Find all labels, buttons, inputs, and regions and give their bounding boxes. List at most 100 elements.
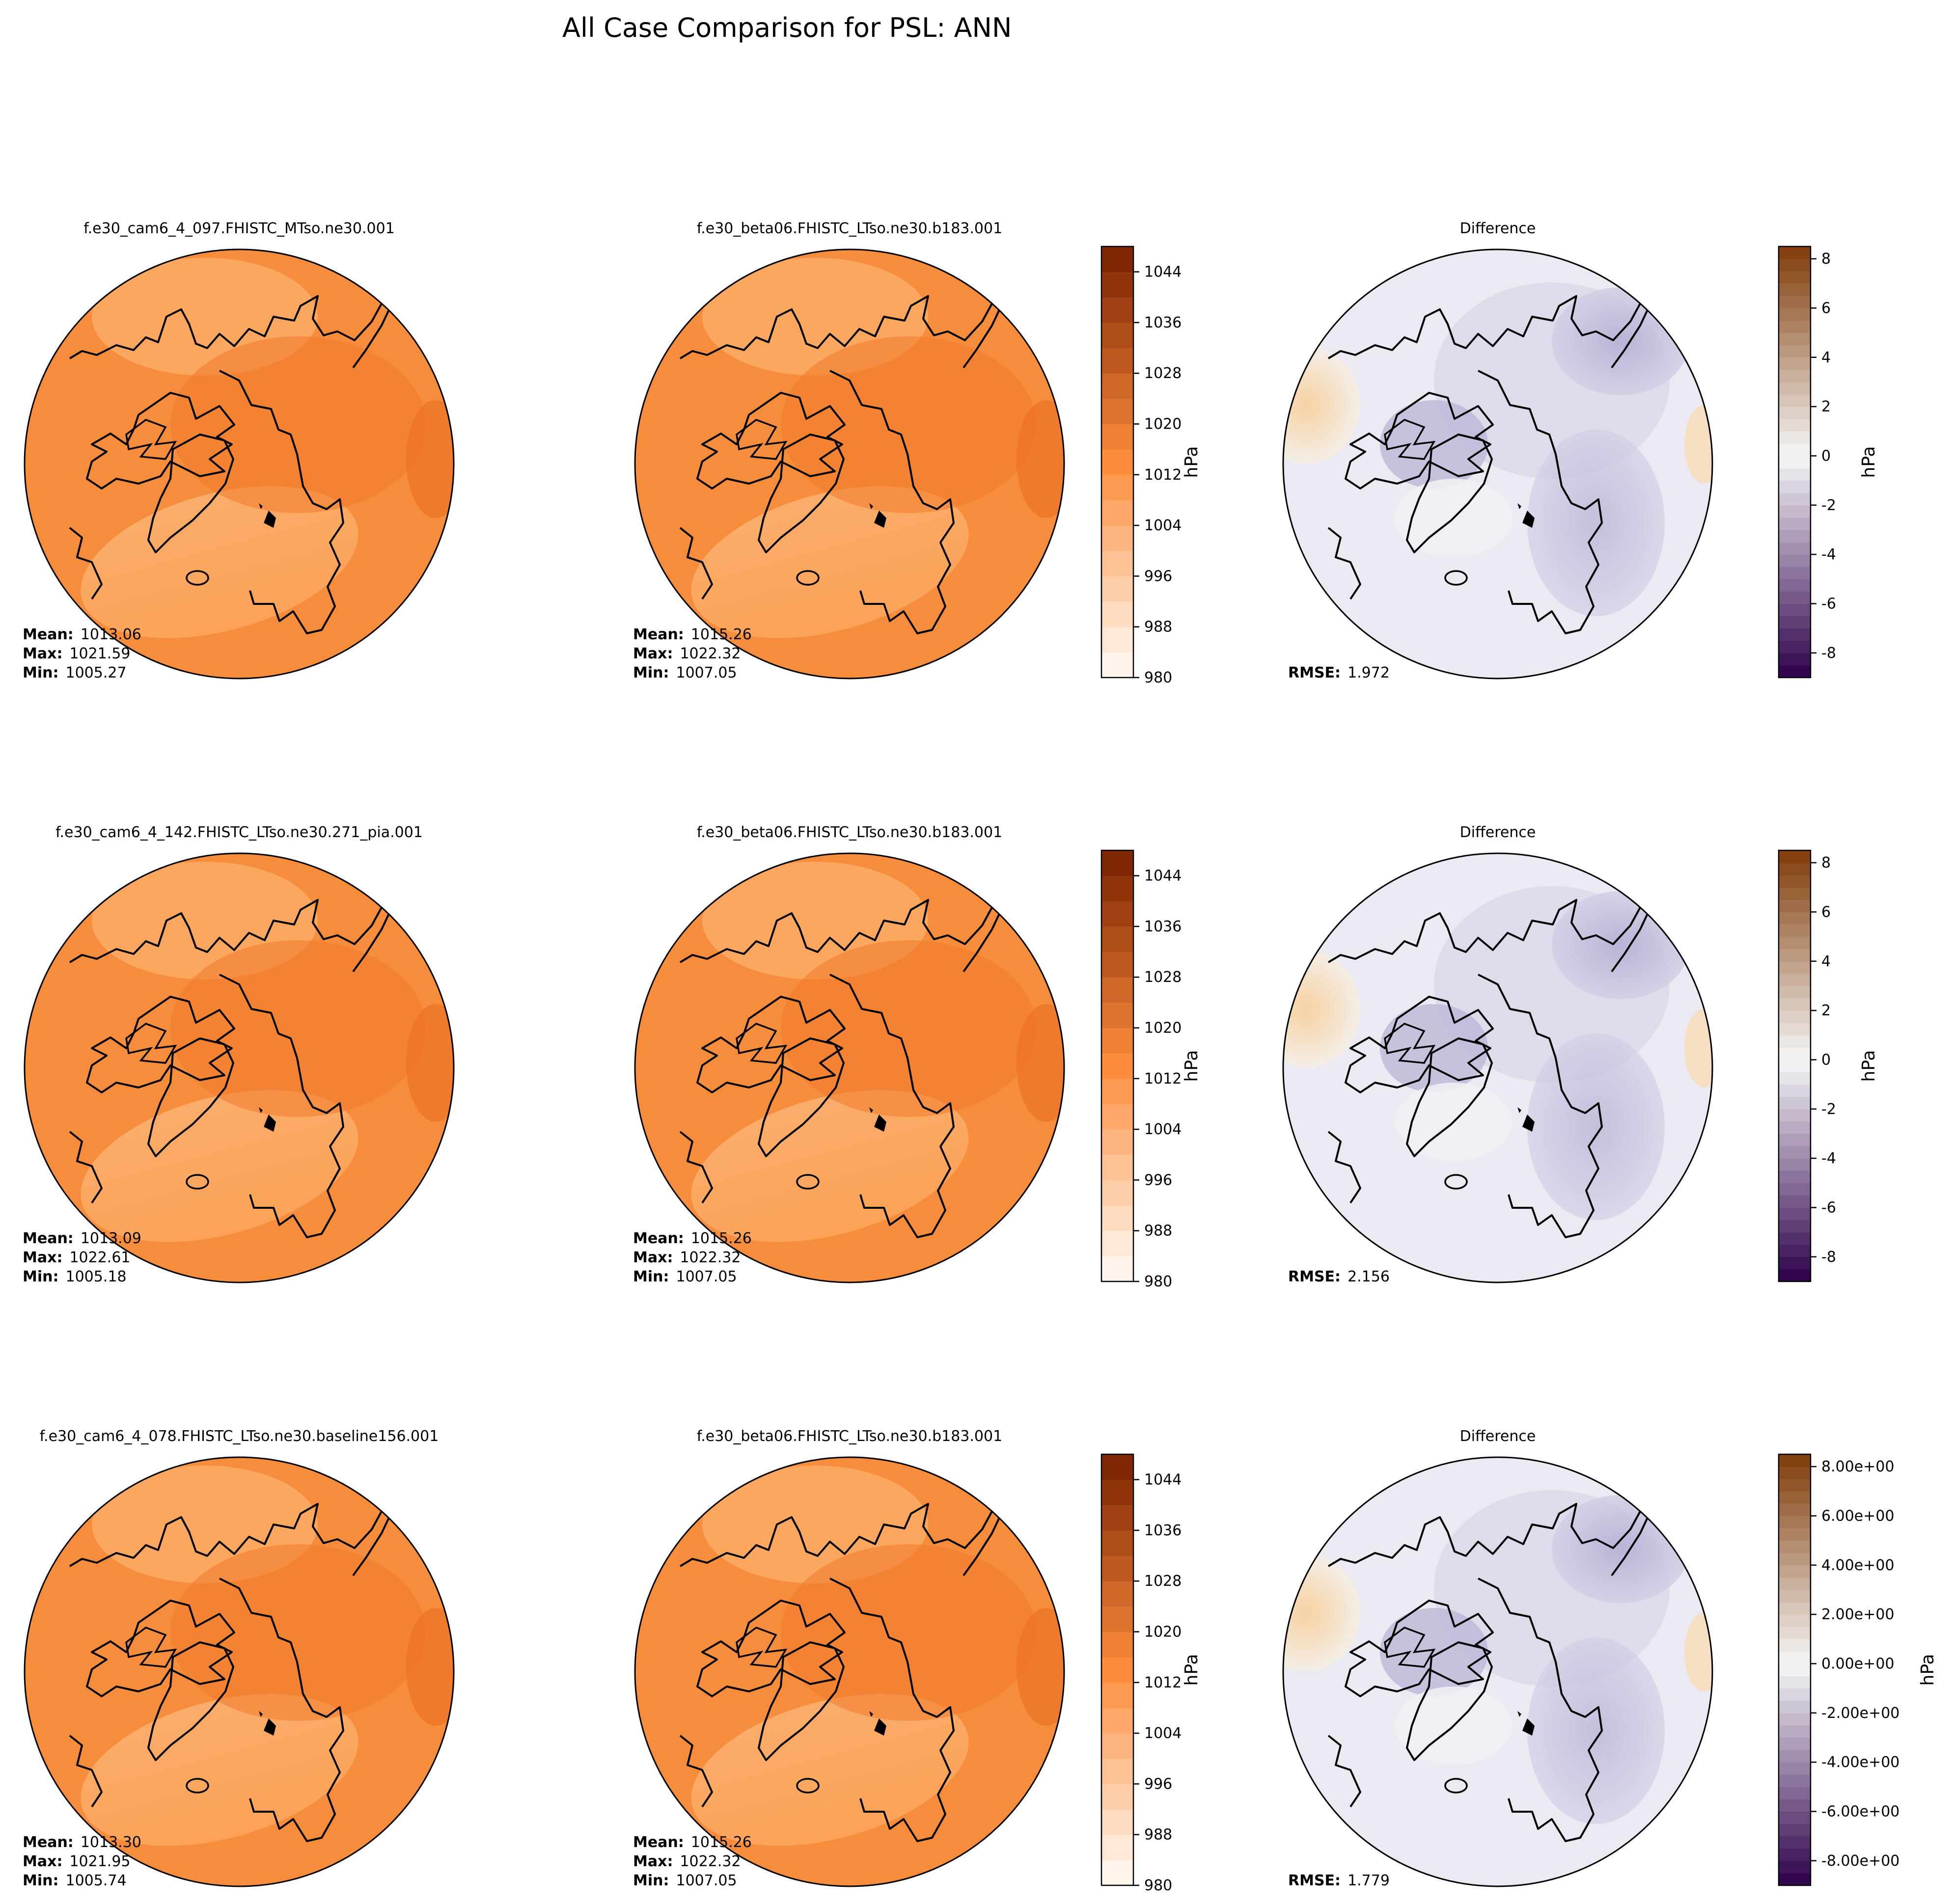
colorbar-segment — [1779, 1121, 1811, 1134]
colorbar-tick-label: 2 — [1821, 398, 1831, 415]
colorbar-tick-label: 1020 — [1144, 1624, 1182, 1641]
colorbar-segment — [1101, 272, 1133, 298]
colorbar-segment — [1101, 398, 1133, 425]
colorbar-segment — [1101, 1454, 1133, 1480]
colorbar-segment — [1779, 345, 1811, 358]
stat-label: Mean: — [633, 1230, 684, 1247]
colorbar-segment — [1779, 419, 1811, 432]
stat-line: Mean: 1013.06 — [23, 626, 141, 643]
base-case-map: f.e30_beta06.FHISTC_LTso.ne30.b183.001 Me… — [633, 220, 1065, 681]
stat-line: Max: 1022.32 — [633, 1249, 741, 1266]
colorbar-segment — [1779, 1528, 1811, 1541]
colorbar-tick-label: 1036 — [1144, 918, 1182, 935]
colorbar-segment — [1779, 1577, 1811, 1590]
colorbar-tick-label: -4 — [1821, 546, 1836, 563]
colorbar-segment — [1779, 1848, 1811, 1861]
stat-label: Min: — [23, 1268, 59, 1285]
colorbar-tick-label: 980 — [1144, 1273, 1172, 1290]
colorbar-segment — [1101, 1256, 1133, 1282]
colorbar-tick-label: 1004 — [1144, 1121, 1182, 1138]
stat-label: Max: — [23, 645, 62, 662]
stat-value: 1013.09 — [81, 1230, 141, 1247]
colorbar-segment — [1101, 500, 1133, 526]
stat-line: Min: 1007.05 — [633, 1268, 737, 1285]
colorbar-segment — [1779, 1170, 1811, 1183]
stat-label: Min: — [633, 1872, 669, 1889]
colorbar-segment — [1779, 283, 1811, 296]
colorbar-tick-label: 988 — [1144, 619, 1172, 636]
rmse-line: RMSE: 1.779 — [1288, 1872, 1390, 1889]
difference-colorbar: -8 -6 -4 -2 0 2 4 6 8 hPa — [1778, 245, 1879, 679]
colorbar-segment — [1779, 1133, 1811, 1146]
colorbar-tick-label: 8 — [1821, 250, 1831, 268]
colorbar-segment — [1779, 1651, 1811, 1664]
colorbar-segment — [1779, 1750, 1811, 1763]
stat-value: 1005.18 — [66, 1268, 127, 1285]
colorbar-segment — [1779, 1565, 1811, 1578]
stat-value: 1015.26 — [691, 626, 752, 643]
colorbar-segment — [1101, 1129, 1133, 1155]
rmse-label: RMSE: — [1288, 1268, 1341, 1285]
rmse-line: RMSE: 1.972 — [1288, 664, 1390, 681]
colorbar-tick-label: 996 — [1144, 568, 1172, 585]
colorbar-segment — [1779, 985, 1811, 999]
colorbar-segment — [1101, 1028, 1133, 1054]
colorbar-segment — [1779, 998, 1811, 1011]
colorbar-label: hPa — [1182, 1050, 1202, 1082]
colorbar-tick-label: 1044 — [1144, 1471, 1182, 1489]
colorbar-segment — [1101, 1708, 1133, 1734]
colorbar-segment — [1101, 576, 1133, 602]
colorbar-segment — [1779, 1244, 1811, 1257]
figure-title: All Case Comparison for PSL: ANN — [562, 12, 1012, 43]
colorbar-label: hPa — [1182, 1654, 1202, 1686]
colorbar-segment — [1101, 1733, 1133, 1759]
base-case-map: f.e30_beta06.FHISTC_LTso.ne30.b183.001 Me… — [633, 824, 1065, 1285]
stat-value: 1022.32 — [680, 1249, 741, 1266]
stat-label: Max: — [633, 1853, 673, 1870]
test-case-map: f.e30_cam6_4_142.FHISTC_LTso.ne30.271_pi… — [23, 824, 455, 1285]
difference-colorbar: -8 -6 -4 -2 0 2 4 6 8 hPa — [1778, 849, 1879, 1282]
colorbar-tick-label: 0.00e+00 — [1821, 1655, 1895, 1672]
rmse-label: RMSE: — [1288, 1872, 1341, 1889]
colorbar-tick-label: 8 — [1821, 854, 1831, 871]
colorbar-segment — [1779, 1676, 1811, 1689]
colorbar-segment — [1779, 1256, 1811, 1270]
stat-line: Max: 1021.95 — [23, 1853, 131, 1870]
panel-title: Difference — [1460, 1428, 1536, 1445]
colorbar-segment — [1779, 1873, 1811, 1886]
stat-value: 1005.27 — [66, 664, 127, 681]
colorbar-tick-label: 1044 — [1144, 868, 1182, 885]
colorbar-tick-label: -4.00e+00 — [1821, 1754, 1899, 1771]
panel-title: f.e30_beta06.FHISTC_LTso.ne30.b183.001 — [697, 824, 1002, 841]
colorbar-segment — [1779, 1774, 1811, 1787]
colorbar-label: hPa — [1182, 446, 1202, 478]
colorbar-segment — [1779, 271, 1811, 284]
colorbar-segment — [1779, 949, 1811, 962]
stat-line: Max: 1022.61 — [23, 1249, 131, 1266]
panel-title: f.e30_beta06.FHISTC_LTso.ne30.b183.001 — [697, 1428, 1002, 1445]
colorbar-segment — [1779, 936, 1811, 950]
colorbar-tick-label: 996 — [1144, 1775, 1172, 1793]
colorbar-segment — [1101, 1078, 1133, 1104]
colorbar-segment — [1779, 1836, 1811, 1849]
stat-value: 1022.32 — [680, 645, 741, 662]
colorbar-segment — [1779, 1799, 1811, 1812]
colorbar-segment — [1779, 899, 1811, 912]
panel-title: f.e30_beta06.FHISTC_LTso.ne30.b183.001 — [697, 220, 1002, 237]
colorbar-segment — [1101, 1479, 1133, 1505]
colorbar-tick-label: 0 — [1821, 1051, 1831, 1068]
colorbar-segment — [1779, 407, 1811, 419]
colorbar-tick-label: 8.00e+00 — [1821, 1458, 1895, 1475]
colorbar-segment — [1779, 1540, 1811, 1553]
colorbar-segment — [1779, 1454, 1811, 1467]
base-case-map: f.e30_beta06.FHISTC_LTso.ne30.b183.001 Me… — [633, 1428, 1065, 1889]
colorbar-segment — [1779, 259, 1811, 272]
colorbar-segment — [1101, 601, 1133, 627]
colorbar-segment — [1101, 525, 1133, 551]
test-case-map: f.e30_cam6_4_097.FHISTC_MTso.ne30.001 Mea… — [23, 220, 455, 681]
colorbar-tick-label: -4 — [1821, 1150, 1836, 1167]
colorbar-tick-label: -2 — [1821, 497, 1836, 514]
colorbar-segment — [1779, 591, 1811, 604]
colorbar-segment — [1779, 529, 1811, 543]
colorbar-segment — [1779, 1195, 1811, 1208]
